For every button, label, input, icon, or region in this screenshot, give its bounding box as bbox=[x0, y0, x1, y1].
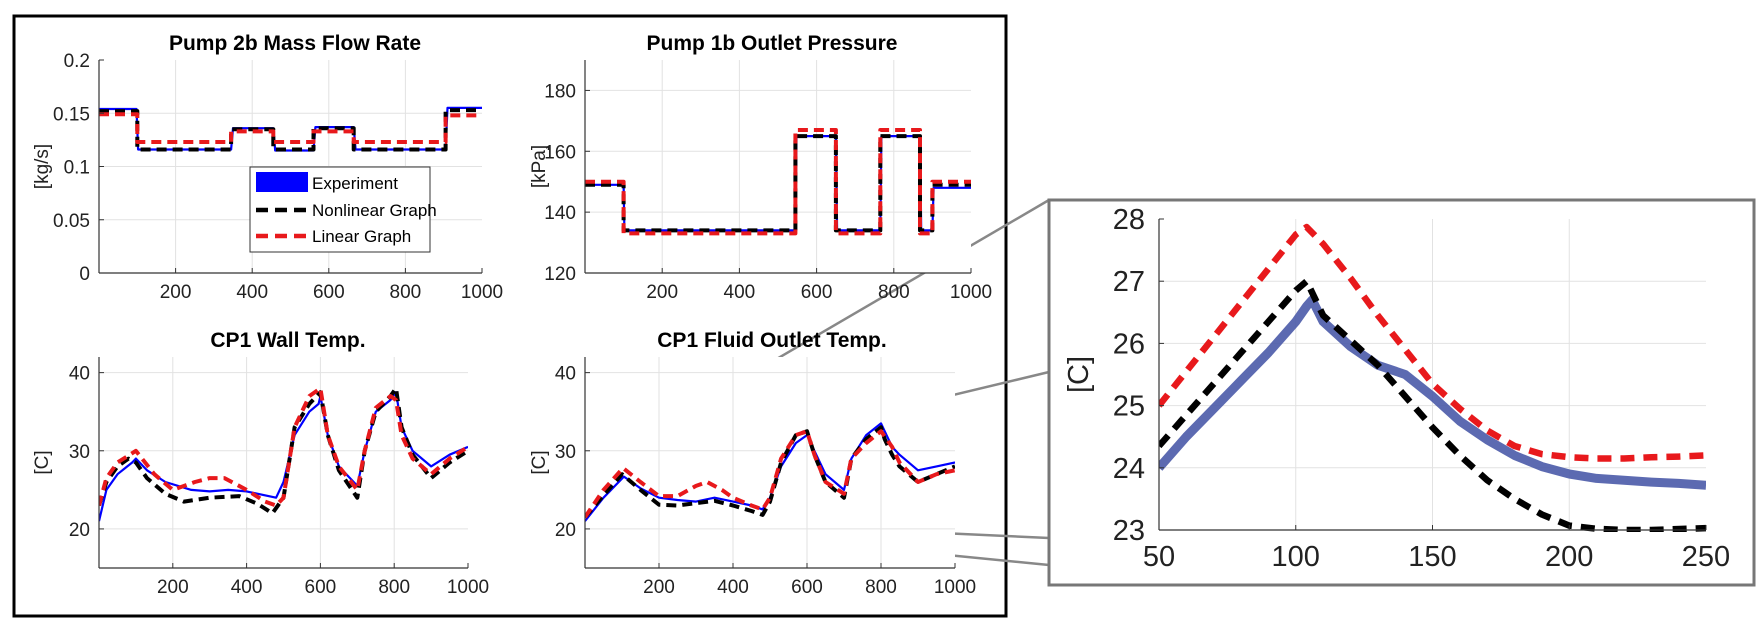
chart-cp1-fluid-outlet-temp: 200 400 600 800 1000 20 30 40 [C] CP1 Fluid Outle… bbox=[529, 329, 976, 598]
x-tick-label: 600 bbox=[791, 577, 823, 598]
x-tick-label: 800 bbox=[378, 577, 410, 598]
x-tick-label: 600 bbox=[305, 577, 337, 598]
y-tick-label: 30 bbox=[555, 442, 576, 463]
y-tick-label: 26 bbox=[1113, 328, 1145, 360]
x-tick-label: 400 bbox=[236, 282, 268, 303]
x-tick-label: 200 bbox=[160, 282, 192, 303]
series-line-linear-graph bbox=[585, 429, 955, 519]
x-tick-label: 200 bbox=[646, 282, 678, 303]
series-group bbox=[585, 128, 971, 236]
x-tick-label: 100 bbox=[1272, 541, 1320, 573]
chart-title: Pump 2b Mass Flow Rate bbox=[169, 32, 421, 55]
figure-frames bbox=[12, 14, 1008, 618]
series-line-nonlinear-graph bbox=[1159, 277, 1706, 532]
series-line-experiment bbox=[99, 391, 468, 522]
series-line-linear-graph bbox=[99, 112, 482, 144]
series-line-linear-graph bbox=[1159, 223, 1706, 462]
series-group bbox=[99, 386, 468, 522]
legend-label-linear: Linear Graph bbox=[312, 227, 411, 246]
x-tick-label: 400 bbox=[724, 282, 756, 303]
x-tick-label: 800 bbox=[865, 577, 897, 598]
y-tick-label: 0 bbox=[79, 264, 90, 285]
y-tick-label: 20 bbox=[555, 520, 576, 541]
y-tick-label: 120 bbox=[544, 264, 576, 285]
x-tick-label: 1000 bbox=[934, 577, 976, 598]
y-tick-label: 0.2 bbox=[64, 51, 90, 72]
y-tick-label: 20 bbox=[69, 520, 90, 541]
x-tick-label: 600 bbox=[313, 282, 345, 303]
series-line-experiment bbox=[1159, 295, 1706, 490]
legend-label-experiment: Experiment bbox=[312, 174, 398, 193]
y-axis-label: [kPa] bbox=[529, 145, 550, 188]
x-tick-label: 800 bbox=[390, 282, 422, 303]
y-tick-label: 0.1 bbox=[64, 158, 90, 179]
y-tick-label: 0.05 bbox=[53, 211, 90, 232]
y-tick-label: 28 bbox=[1113, 204, 1145, 236]
series-line-linear-graph bbox=[585, 128, 971, 236]
series-line-nonlinear-graph bbox=[99, 108, 482, 152]
y-tick-label: 40 bbox=[69, 364, 90, 385]
y-axis-label: [C] bbox=[32, 450, 53, 474]
x-tick-label: 1000 bbox=[461, 282, 503, 303]
legend: Experiment Nonlinear Graph Linear Graph bbox=[249, 166, 437, 253]
main-figure-border bbox=[12, 14, 1008, 618]
y-tick-label: 27 bbox=[1113, 266, 1145, 298]
x-tick-label: 50 bbox=[1143, 541, 1175, 573]
series-group bbox=[1159, 223, 1706, 532]
y-tick-label: 180 bbox=[544, 81, 576, 102]
y-axis-label: [kg/s] bbox=[32, 144, 53, 189]
x-tick-label: 200 bbox=[1545, 541, 1593, 573]
series-group bbox=[99, 106, 482, 152]
plot-area bbox=[585, 357, 955, 568]
chart-cp1-wall-temp: 200 400 600 800 1000 20 30 40 [C] CP1 Wall Temp. bbox=[32, 329, 489, 598]
chart-title: CP1 Fluid Outlet Temp. bbox=[657, 329, 886, 352]
chart-zoom-fluid-outlet-temp: 50 100 150 200 250 23 24 25 26 27 28 [C] bbox=[1063, 204, 1730, 573]
y-tick-label: 23 bbox=[1113, 515, 1145, 547]
y-tick-label: 0.15 bbox=[53, 104, 90, 125]
x-tick-label: 400 bbox=[717, 577, 749, 598]
y-tick-label: 24 bbox=[1113, 453, 1145, 485]
x-tick-label: 600 bbox=[801, 282, 833, 303]
x-tick-label: 1000 bbox=[447, 577, 489, 598]
y-tick-label: 25 bbox=[1113, 391, 1145, 423]
y-axis-label: [C] bbox=[1063, 356, 1095, 393]
x-tick-label: 800 bbox=[878, 282, 910, 303]
x-tick-label: 1000 bbox=[950, 282, 992, 303]
y-tick-label: 160 bbox=[544, 142, 576, 163]
y-tick-label: 140 bbox=[544, 203, 576, 224]
y-tick-label: 30 bbox=[69, 442, 90, 463]
y-axis-label: [C] bbox=[529, 450, 550, 474]
x-tick-label: 200 bbox=[643, 577, 675, 598]
chart-pump-1b-outlet-pressure: 200 400 600 800 1000 120 140 160 180 [kPa] Pump 1b… bbox=[529, 32, 992, 303]
plot-area bbox=[585, 60, 971, 273]
series-line-nonlinear-graph bbox=[585, 134, 971, 233]
y-tick-label: 40 bbox=[555, 364, 576, 385]
legend-swatch-experiment bbox=[256, 172, 308, 192]
series-line-nonlinear-graph bbox=[585, 425, 955, 519]
x-tick-label: 400 bbox=[231, 577, 263, 598]
plot-area bbox=[99, 357, 468, 568]
x-tick-label: 250 bbox=[1682, 541, 1730, 573]
x-tick-label: 200 bbox=[157, 577, 189, 598]
legend-label-nonlinear: Nonlinear Graph bbox=[312, 201, 437, 220]
series-group bbox=[585, 422, 955, 522]
chart-title: Pump 1b Outlet Pressure bbox=[647, 32, 898, 55]
chart-title: CP1 Wall Temp. bbox=[210, 329, 365, 352]
x-tick-label: 150 bbox=[1408, 541, 1456, 573]
